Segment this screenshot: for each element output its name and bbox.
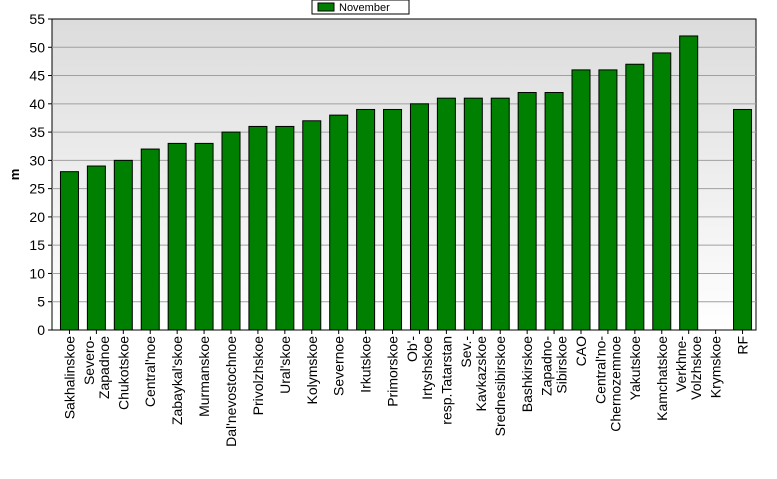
y-tick-label: 45 (29, 68, 45, 84)
x-tick-label: Central'no- (592, 336, 608, 404)
x-tick-label: Volzhskoe (688, 336, 704, 400)
bar (275, 125, 295, 331)
x-tick-label: Chernozemnoe (607, 336, 623, 432)
bar (625, 63, 645, 331)
x-tick-label: Irtyshskoe (419, 336, 435, 400)
x-tick-label: Kolymskoe (304, 336, 320, 405)
bar-series (59, 35, 753, 331)
x-tick-label: Central'noe (142, 336, 158, 407)
bar (140, 148, 160, 331)
x-tick-label: Ob'- (404, 336, 420, 362)
bar (329, 114, 349, 331)
bar (356, 108, 376, 331)
x-tick-label: resp.Tatarstan (438, 336, 454, 425)
x-tick-label: Bashkirskoe (519, 336, 535, 412)
x-tick-label: Kamchatskoe (654, 336, 670, 421)
x-tick-label: Zapadnoe (96, 336, 112, 399)
y-tick-label: 55 (29, 11, 45, 27)
bar (652, 52, 672, 331)
bar (221, 131, 241, 331)
y-tick-label: 5 (37, 294, 45, 310)
x-tick-label: Verkhne- (673, 336, 689, 392)
bar (679, 35, 699, 331)
bar (436, 97, 456, 331)
x-tick-label: Srednesibirskoe (492, 336, 508, 437)
x-tick-label: Sev.- (458, 336, 474, 368)
y-axis-title: m (7, 169, 22, 181)
y-tick-label: 25 (29, 181, 45, 197)
x-tick-label: Sibirskoe (554, 336, 570, 394)
y-tick-label: 35 (29, 124, 45, 140)
bar (248, 125, 268, 331)
x-tick-label: Severo- (81, 336, 97, 385)
bar (59, 171, 79, 331)
legend-box (311, 0, 410, 15)
bar (409, 103, 429, 331)
bar (733, 108, 753, 331)
x-tick-label: Dal'nevostochnoe (223, 336, 239, 447)
x-tick-label: Murmanskoe (196, 336, 212, 417)
y-tick-label: 20 (29, 209, 45, 225)
bar (86, 165, 106, 331)
y-axis-ticks: 0 5 10 15 20 25 30 35 40 45 50 55 (29, 11, 52, 338)
x-tick-label: CAO (573, 336, 589, 366)
bar (544, 92, 564, 331)
bar (463, 97, 483, 331)
x-tick-label: RF (735, 336, 751, 355)
y-tick-label: 15 (29, 237, 45, 253)
y-tick-label: 50 (29, 39, 45, 55)
x-tick-label: Primorskoe (385, 336, 401, 407)
y-tick-label: 40 (29, 96, 45, 112)
bar (517, 92, 537, 331)
x-tick-label: Severnoe (331, 336, 347, 396)
bar (167, 142, 187, 331)
legend-label: November (339, 2, 390, 14)
bar (194, 142, 214, 331)
bar (571, 69, 591, 331)
x-tick-label: Privolzhskoe (250, 336, 266, 416)
x-tick-label: Kavkazskoe (473, 336, 489, 412)
bar (490, 97, 510, 331)
x-tick-label: Zapadno- (539, 336, 555, 396)
bar (302, 120, 322, 331)
x-tick-label: Zabaykal'skoe (169, 336, 185, 425)
legend: November (311, 0, 410, 15)
y-tick-label: 30 (29, 152, 45, 168)
bar (598, 69, 618, 331)
x-tick-label: Sakhalinskoe (61, 336, 77, 419)
x-tick-label: Yakutskoe (627, 336, 643, 401)
x-tick-label: Ural'skoe (277, 336, 293, 394)
x-tick-label: Irkutskoe (358, 336, 374, 393)
x-tick-label: Chukotskoe (115, 336, 131, 410)
x-axis-labels: Sakhalinskoe Severo- Zapadnoe Chukotskoe Cen… (61, 330, 751, 447)
bar (113, 159, 133, 331)
bar (383, 108, 403, 331)
y-tick-label: 0 (37, 322, 45, 338)
x-tick-label: Krymskoe (708, 336, 724, 398)
legend-swatch (317, 2, 335, 12)
y-tick-label: 10 (29, 265, 45, 281)
